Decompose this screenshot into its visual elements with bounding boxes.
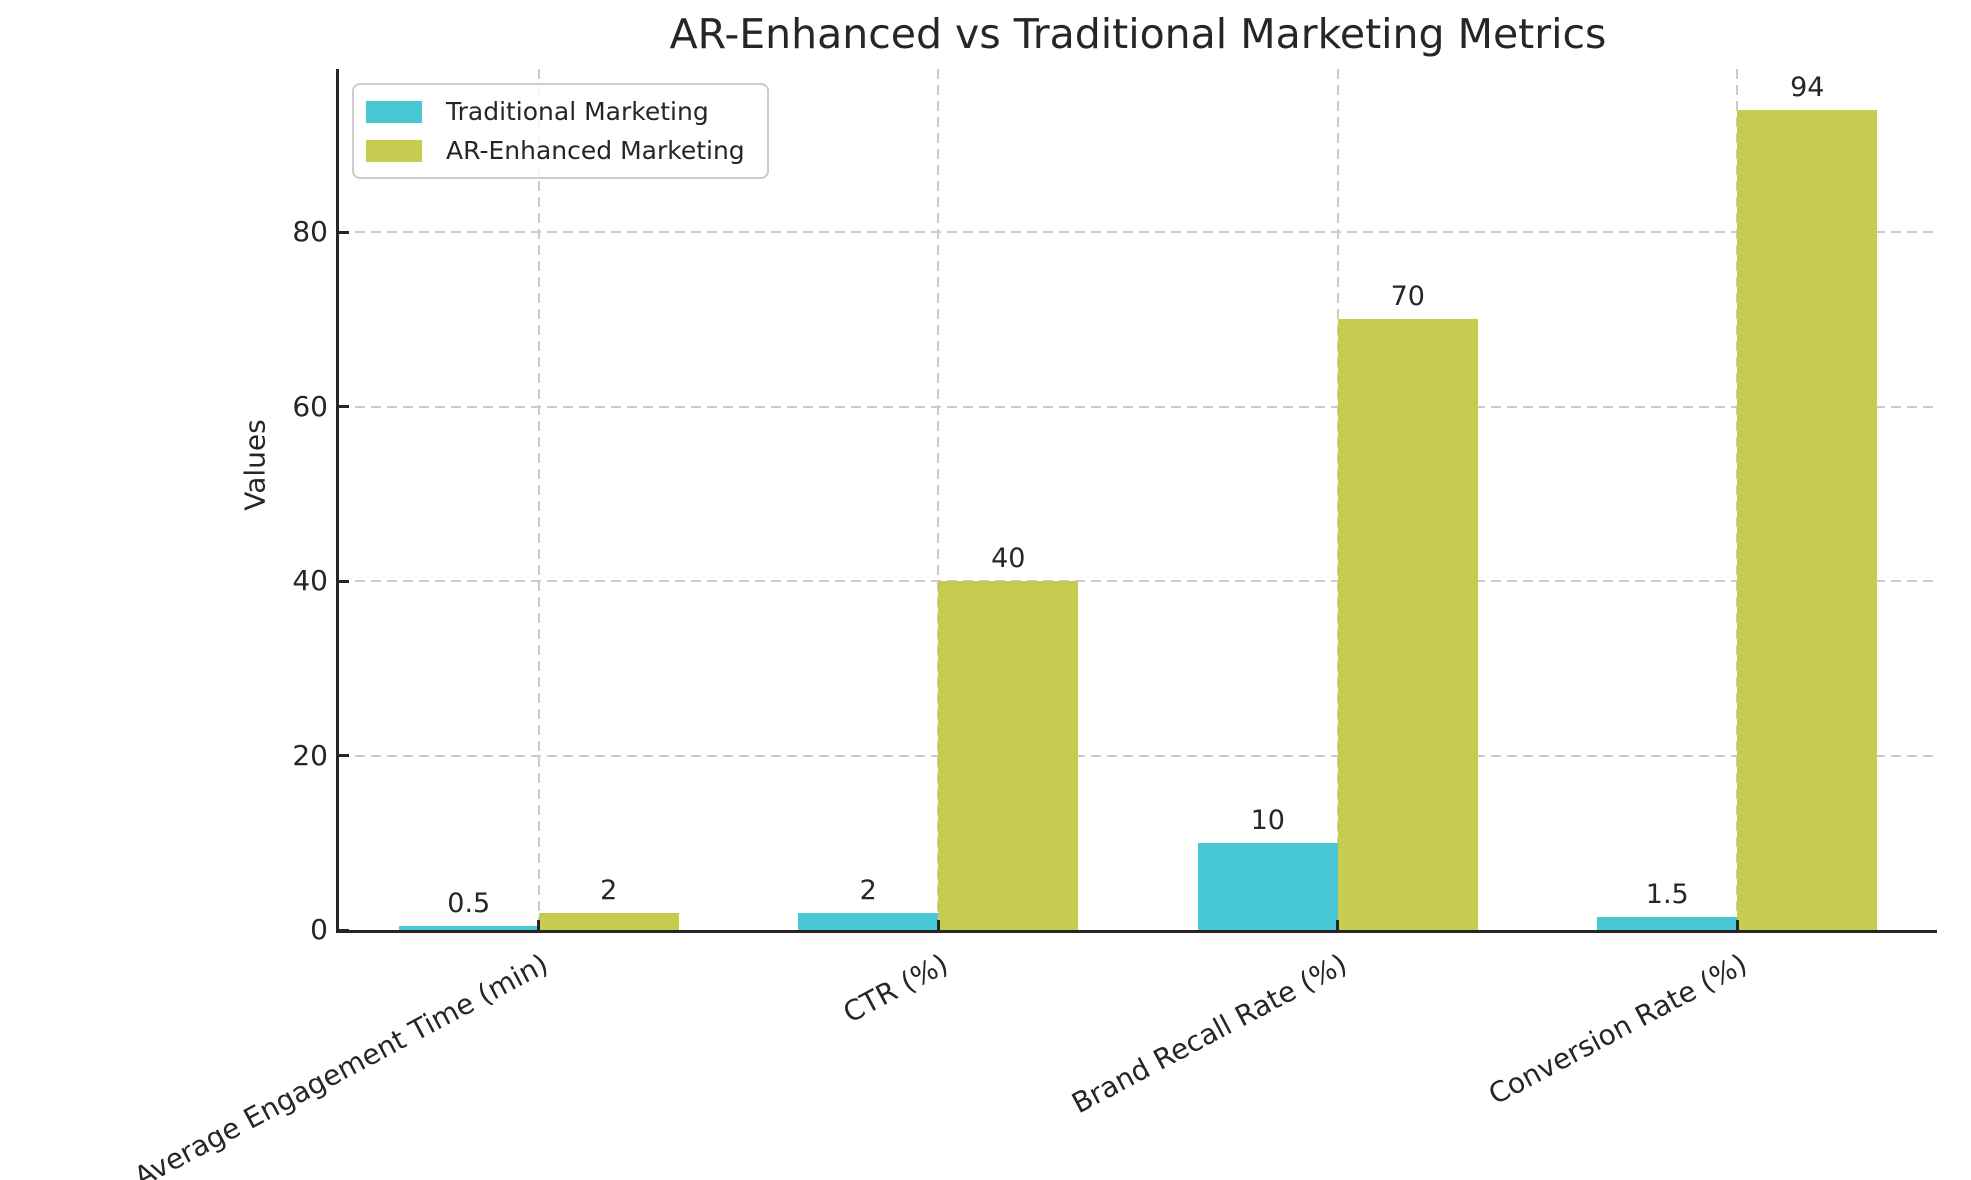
legend: Traditional Marketing AR-Enhanced Market… [352, 83, 769, 179]
x-tick-label: Brand Recall Rate (%) [1066, 947, 1353, 1121]
value-label: 10 [1250, 804, 1285, 836]
value-label: 2 [600, 874, 618, 906]
gridline-horizontal [339, 231, 1937, 234]
gridline-horizontal [339, 405, 1937, 408]
y-tick-label: 80 [292, 215, 328, 249]
legend-label-ar-enhanced: AR-Enhanced Marketing [446, 136, 745, 165]
value-label: 2 [859, 874, 877, 906]
y-tick-label: 0 [310, 913, 328, 946]
x-tick-label: Average Engagement Time (min) [129, 947, 554, 1180]
legend-item-traditional: Traditional Marketing [366, 97, 745, 126]
y-tick-label: 40 [292, 564, 328, 598]
bar-ar-enhanced [1337, 319, 1478, 930]
legend-swatch-ar-enhanced-icon [366, 139, 422, 162]
x-tick-label: CTR (%) [837, 947, 954, 1030]
gridline-horizontal [339, 754, 1937, 757]
y-tick-label: 20 [292, 738, 328, 772]
y-tick-mark [339, 405, 349, 409]
x-tick-label: Conversion Rate (%) [1482, 947, 1753, 1112]
gridline-vertical [937, 69, 940, 930]
y-tick-mark [339, 230, 349, 234]
y-axis-label: Values [238, 419, 272, 511]
bar-ar-enhanced [538, 912, 679, 930]
gridline-vertical [537, 69, 540, 930]
legend-label-traditional: Traditional Marketing [446, 97, 709, 126]
bar-traditional [398, 925, 539, 930]
legend-swatch-traditional-icon [366, 100, 422, 123]
value-label: 94 [1790, 72, 1825, 103]
value-label: 40 [991, 543, 1026, 575]
value-label: 1.5 [1645, 878, 1689, 910]
x-axis-spine [336, 930, 1937, 933]
gridline-horizontal [339, 580, 1937, 583]
legend-item-ar-enhanced: AR-Enhanced Marketing [366, 136, 745, 165]
bar-ar-enhanced [1737, 110, 1878, 930]
y-tick-label: 60 [292, 389, 328, 423]
bar-ar-enhanced [938, 581, 1079, 930]
y-axis-spine [336, 69, 339, 933]
x-tick-mark [1735, 920, 1739, 930]
bar-traditional [798, 912, 939, 930]
x-tick-mark [537, 920, 541, 930]
y-tick-mark [339, 754, 349, 758]
value-label: 70 [1390, 281, 1425, 313]
x-tick-mark [1336, 920, 1340, 930]
x-tick-mark [936, 920, 940, 930]
value-label: 0.5 [447, 887, 491, 919]
chart-title: AR-Enhanced vs Traditional Marketing Met… [669, 10, 1607, 58]
bar-traditional [1597, 916, 1738, 930]
y-tick-mark [339, 579, 349, 583]
bar-traditional [1197, 842, 1338, 930]
